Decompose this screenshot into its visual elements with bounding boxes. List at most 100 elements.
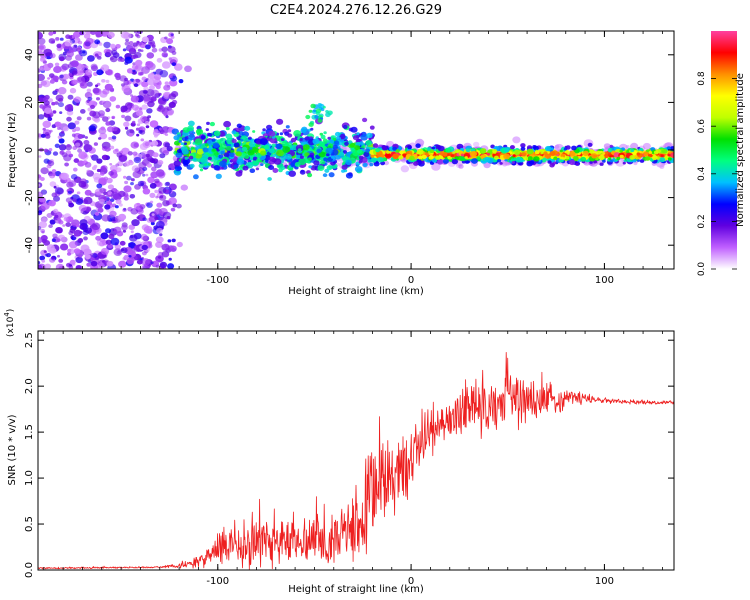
heatmap-cell — [445, 147, 452, 153]
heatmap-cell — [632, 159, 637, 163]
heatmap-cell — [134, 51, 142, 59]
heatmap-cell — [137, 48, 142, 52]
heatmap-cell — [101, 79, 106, 83]
heatmap-cell — [148, 39, 155, 46]
heatmap-cell — [456, 143, 464, 150]
heatmap-cell — [308, 165, 312, 169]
heatmap-cell — [146, 108, 153, 114]
heatmap-cell — [334, 131, 341, 137]
heatmap-cell — [38, 45, 45, 50]
heatmap-cell — [54, 79, 59, 83]
heatmap-cell — [118, 190, 126, 198]
heatmap-cell — [660, 154, 664, 157]
heatmap-cell — [63, 217, 69, 222]
heatmap-cell — [120, 108, 126, 113]
y-tick-label: 2.0 — [24, 378, 35, 394]
heatmap-cell — [193, 174, 199, 180]
heatmap-cell — [73, 167, 78, 172]
heatmap-cell — [349, 143, 356, 148]
heatmap-cell — [162, 200, 170, 207]
heatmap-cell — [326, 139, 331, 143]
heatmap-cell — [41, 259, 46, 263]
heatmap-cell — [265, 159, 269, 163]
heatmap-cell — [143, 225, 153, 234]
heatmap-cell — [357, 149, 362, 154]
heatmap-cell — [533, 156, 540, 162]
heatmap-cell — [176, 203, 182, 209]
heatmap-cell — [74, 120, 80, 125]
heatmap-cell — [360, 134, 368, 141]
heatmap-cell — [526, 145, 533, 150]
heatmap-cell — [155, 255, 164, 263]
heatmap-cell — [77, 134, 84, 139]
heatmap-cell — [61, 152, 68, 158]
heatmap-cell — [216, 148, 220, 152]
colorbar — [711, 31, 737, 269]
heatmap-cell — [47, 160, 55, 167]
heatmap-cell — [104, 204, 111, 210]
heatmap-cell — [131, 64, 139, 70]
heatmap-cell — [180, 184, 188, 191]
heatmap-cell — [154, 178, 160, 184]
heatmap-cell — [150, 261, 154, 265]
heatmap-cell — [176, 149, 182, 153]
heatmap-cell — [313, 109, 317, 112]
y-tick-label: 0.0 — [24, 562, 35, 578]
heatmap-cell — [64, 39, 73, 47]
heatmap-cell — [54, 37, 60, 42]
heatmap-cell — [131, 178, 135, 182]
heatmap-cell — [202, 147, 209, 153]
heatmap-cell — [38, 132, 43, 139]
heatmap-cell — [136, 216, 140, 220]
heatmap-cell — [109, 198, 115, 203]
colorbar-tick-label: 0.4 — [697, 166, 707, 181]
heatmap-cell — [110, 191, 120, 200]
heatmap-cell — [458, 164, 464, 169]
heatmap-cell — [151, 166, 157, 172]
heatmap-cell — [619, 149, 623, 153]
heatmap-ylabel: Frequency (Hz) — [7, 112, 18, 188]
heatmap-cell — [52, 90, 58, 95]
heatmap-cell — [212, 142, 220, 148]
heatmap-cell — [395, 149, 400, 153]
heatmap-cell — [124, 115, 132, 122]
heatmap-cell — [147, 73, 155, 80]
heatmap-cell — [108, 233, 115, 239]
heatmap-cell — [52, 31, 57, 35]
heatmap-cell — [132, 151, 138, 156]
heatmap-cell — [38, 37, 46, 45]
heatmap-cell — [145, 173, 149, 177]
heatmap-cell — [217, 139, 222, 143]
heatmap-cell — [154, 134, 158, 138]
heatmap-cell — [38, 210, 42, 214]
heatmap-cell — [133, 156, 142, 164]
heatmap-cell — [80, 109, 86, 114]
heatmap-cell — [182, 160, 189, 166]
heatmap-cell — [417, 155, 423, 160]
snr-scale-prefix: (x10 — [6, 316, 16, 337]
heatmap-cell — [236, 158, 245, 165]
heatmap-cell — [304, 152, 310, 157]
heatmap-cell — [169, 79, 178, 87]
heatmap-cell — [120, 247, 128, 254]
heatmap-cell — [40, 67, 45, 72]
heatmap-cell — [85, 31, 92, 35]
heatmap-cell — [381, 145, 388, 151]
heatmap-cell — [341, 169, 346, 173]
heatmap-cell — [167, 239, 172, 243]
heatmap-cell — [105, 239, 112, 245]
heatmap-cell — [301, 126, 308, 132]
heatmap-cell — [142, 217, 147, 221]
heatmap-cell — [90, 260, 98, 267]
heatmap-cell — [136, 123, 141, 127]
heatmap-cell — [183, 142, 187, 146]
heatmap-cell — [141, 244, 148, 251]
colorbar-tick-label: 0.8 — [697, 71, 707, 86]
heatmap-cell — [68, 202, 75, 208]
heatmap-cell — [648, 151, 653, 154]
heatmap-cell — [428, 155, 434, 160]
heatmap-cell — [322, 173, 328, 178]
heatmap-cell — [72, 129, 76, 133]
heatmap-cell — [131, 165, 140, 172]
heatmap-cell — [76, 63, 85, 72]
